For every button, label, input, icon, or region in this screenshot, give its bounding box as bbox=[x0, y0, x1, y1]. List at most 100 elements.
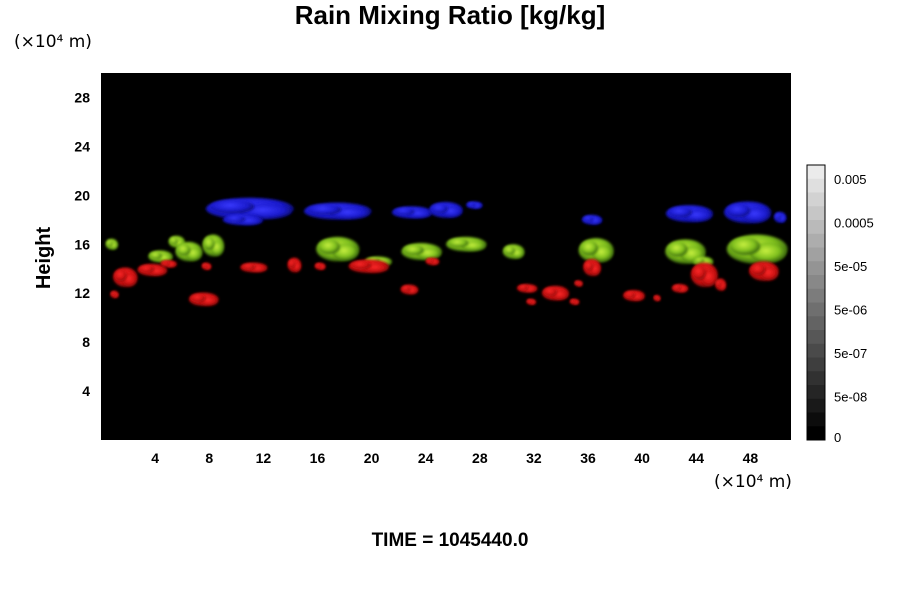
y-unit-label: (×10⁴ m) bbox=[14, 32, 92, 52]
x-tick-label: 8 bbox=[205, 450, 213, 466]
rain-blob-lobe bbox=[241, 263, 256, 270]
rain-blob-lobe bbox=[106, 239, 113, 247]
rain-blob-lobe bbox=[668, 206, 692, 218]
y-tick-label: 8 bbox=[82, 334, 90, 350]
colorbar-label: 5e-06 bbox=[834, 303, 867, 318]
colorbar-swatch bbox=[807, 261, 825, 276]
rain-blob-lobe bbox=[654, 295, 658, 300]
rain-blob-lobe bbox=[750, 263, 766, 276]
rain-blob-lobe bbox=[672, 284, 681, 291]
x-tick-label: 20 bbox=[364, 450, 380, 466]
y-axis-label: Height bbox=[33, 227, 55, 290]
x-tick-label: 32 bbox=[526, 450, 542, 466]
x-tick-label: 16 bbox=[310, 450, 326, 466]
rain-blob-lobe bbox=[307, 204, 342, 215]
rain-blob-lobe bbox=[403, 244, 424, 256]
y-axis: 4 8 12 16 20 24 28 bbox=[74, 89, 90, 399]
colorbar-swatch bbox=[807, 371, 825, 386]
rain-blob-lobe bbox=[574, 280, 579, 285]
colorbar-swatch bbox=[807, 165, 825, 180]
rain-blob-lobe bbox=[580, 240, 598, 256]
colorbar-swatch bbox=[807, 343, 825, 358]
colorbar-swatch bbox=[807, 220, 825, 235]
x-tick-label: 48 bbox=[743, 450, 759, 466]
x-axis: 4 8 12 16 20 24 28 32 36 40 44 48 bbox=[151, 450, 758, 466]
rain-blob-lobe bbox=[161, 260, 170, 266]
rain-layer bbox=[105, 234, 788, 267]
colorbar-label: 0.0005 bbox=[834, 216, 874, 231]
rain-blob-lobe bbox=[518, 284, 529, 291]
rain-blob-lobe bbox=[110, 291, 115, 296]
colorbar-label: 0.005 bbox=[834, 172, 867, 187]
rain-layer bbox=[110, 257, 779, 307]
colorbar-swatch bbox=[807, 233, 825, 248]
x-tick-label: 28 bbox=[472, 450, 488, 466]
x-tick-label: 12 bbox=[256, 450, 272, 466]
rain-blob-lobe bbox=[426, 258, 434, 263]
y-tick-label: 4 bbox=[82, 383, 90, 399]
y-tick-label: 28 bbox=[74, 89, 90, 105]
x-tick-label: 44 bbox=[689, 450, 705, 466]
rain-blob-lobe bbox=[624, 291, 636, 298]
colorbar-swatch bbox=[807, 316, 825, 331]
rain-blob-lobe bbox=[350, 260, 371, 269]
rain-blob-lobe bbox=[526, 299, 532, 303]
colorbar: 0.005 0.0005 5e-05 5e-06 5e-07 5e-08 0 bbox=[806, 164, 874, 445]
rain-blob-lobe bbox=[729, 237, 761, 256]
colorbar-swatch bbox=[807, 398, 825, 413]
rain-blob-lobe bbox=[224, 215, 246, 223]
colorbar-label: 0 bbox=[834, 430, 841, 445]
rain-blob-lobe bbox=[176, 243, 191, 256]
x-unit-label: (×10⁴ m) bbox=[714, 472, 792, 492]
colorbar-swatch bbox=[807, 412, 825, 427]
colorbar-swatch bbox=[807, 178, 825, 193]
colorbar-swatch bbox=[807, 385, 825, 400]
y-tick-label: 24 bbox=[74, 138, 90, 154]
rain-blob-lobe bbox=[715, 279, 722, 288]
rain-blob-lobe bbox=[692, 265, 706, 280]
colorbar-swatch bbox=[807, 330, 825, 345]
rain-blob-lobe bbox=[667, 241, 688, 257]
x-tick-label: 36 bbox=[580, 450, 596, 466]
rain-blob-lobe bbox=[570, 299, 576, 303]
rain-blob-lobe bbox=[203, 236, 215, 250]
chart-title: Rain Mixing Ratio [kg/kg] bbox=[294, 0, 606, 30]
rain-blob-lobe bbox=[393, 207, 415, 215]
rain-blob-lobe bbox=[543, 287, 557, 297]
y-tick-label: 16 bbox=[74, 236, 90, 252]
colorbar-swatch bbox=[807, 426, 825, 441]
rain-blob-lobe bbox=[503, 245, 515, 255]
rain-blob-lobe bbox=[774, 212, 781, 220]
colorbar-label: 5e-05 bbox=[834, 259, 867, 274]
rain-field bbox=[105, 197, 788, 307]
time-label: TIME = 1045440.0 bbox=[371, 530, 529, 551]
colorbar-swatch bbox=[807, 288, 825, 303]
y-tick-label: 20 bbox=[74, 187, 90, 203]
rain-blob-lobe bbox=[467, 202, 476, 207]
rain-blob-lobe bbox=[448, 238, 469, 248]
rain-blob-lobe bbox=[693, 257, 705, 264]
rain-blob-lobe bbox=[190, 293, 206, 303]
rain-blob-lobe bbox=[584, 260, 593, 271]
colorbar-label: 5e-08 bbox=[834, 390, 867, 405]
rain-blob-lobe bbox=[582, 215, 594, 222]
colorbar-swatch bbox=[807, 247, 825, 262]
x-tick-label: 40 bbox=[634, 450, 650, 466]
rain-blob-lobe bbox=[210, 199, 255, 214]
rain-blob-lobe bbox=[401, 285, 411, 292]
rain-blob-lobe bbox=[430, 203, 448, 214]
colorbar-label: 5e-07 bbox=[834, 346, 867, 361]
x-tick-label: 4 bbox=[151, 450, 159, 466]
y-tick-label: 12 bbox=[74, 285, 90, 301]
colorbar-swatch bbox=[807, 275, 825, 290]
rain-blob-lobe bbox=[139, 265, 154, 273]
rain-blob-lobe bbox=[318, 239, 340, 255]
x-tick-label: 24 bbox=[418, 450, 434, 466]
colorbar-swatch bbox=[807, 357, 825, 372]
rain-blob-lobe bbox=[169, 236, 178, 245]
rain-layer bbox=[205, 197, 787, 226]
colorbar-frame bbox=[806, 164, 826, 441]
colorbar-swatch bbox=[807, 192, 825, 207]
colorbar-swatch bbox=[807, 206, 825, 221]
